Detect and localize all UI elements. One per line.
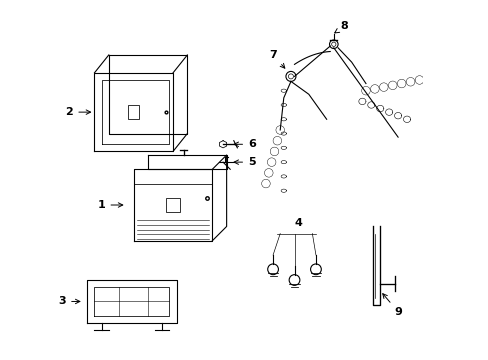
Text: 4: 4 bbox=[294, 218, 302, 228]
Text: 3: 3 bbox=[59, 296, 80, 306]
Text: 6: 6 bbox=[234, 139, 255, 149]
Text: 2: 2 bbox=[65, 107, 90, 117]
Text: 1: 1 bbox=[98, 200, 122, 210]
Text: 5: 5 bbox=[234, 157, 255, 167]
Bar bbox=[128, 105, 139, 119]
Text: 9: 9 bbox=[382, 294, 402, 317]
Text: 8: 8 bbox=[334, 21, 347, 33]
Bar bbox=[165, 198, 180, 212]
Text: 7: 7 bbox=[269, 50, 284, 68]
